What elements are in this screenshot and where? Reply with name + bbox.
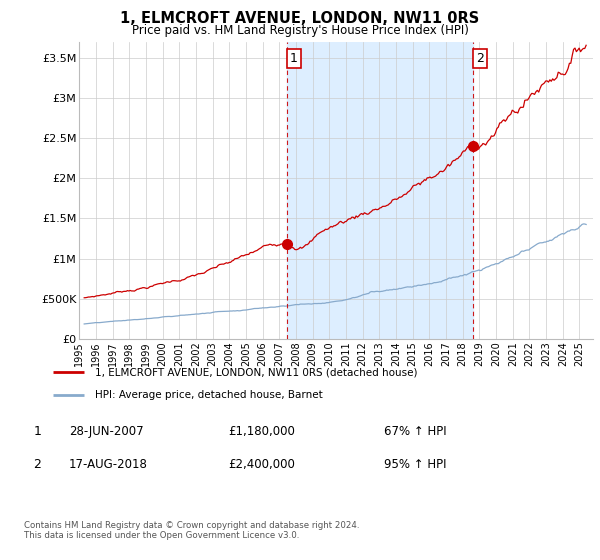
Text: 2: 2 xyxy=(34,458,41,472)
Text: 95% ↑ HPI: 95% ↑ HPI xyxy=(384,458,446,472)
Text: 1: 1 xyxy=(290,52,298,65)
Text: 67% ↑ HPI: 67% ↑ HPI xyxy=(384,424,446,438)
Bar xyxy=(287,42,473,339)
Text: 1: 1 xyxy=(34,424,41,438)
Text: 17-AUG-2018: 17-AUG-2018 xyxy=(69,458,148,472)
Text: £1,180,000: £1,180,000 xyxy=(228,424,295,438)
Text: 1, ELMCROFT AVENUE, LONDON, NW11 0RS (detached house): 1, ELMCROFT AVENUE, LONDON, NW11 0RS (de… xyxy=(95,367,418,377)
Text: Contains HM Land Registry data © Crown copyright and database right 2024.
This d: Contains HM Land Registry data © Crown c… xyxy=(24,521,359,540)
Text: 28-JUN-2007: 28-JUN-2007 xyxy=(69,424,143,438)
Text: 2: 2 xyxy=(476,52,484,65)
Text: Price paid vs. HM Land Registry's House Price Index (HPI): Price paid vs. HM Land Registry's House … xyxy=(131,24,469,37)
Text: HPI: Average price, detached house, Barnet: HPI: Average price, detached house, Barn… xyxy=(95,390,323,400)
Text: 1, ELMCROFT AVENUE, LONDON, NW11 0RS: 1, ELMCROFT AVENUE, LONDON, NW11 0RS xyxy=(121,11,479,26)
Text: £2,400,000: £2,400,000 xyxy=(228,458,295,472)
